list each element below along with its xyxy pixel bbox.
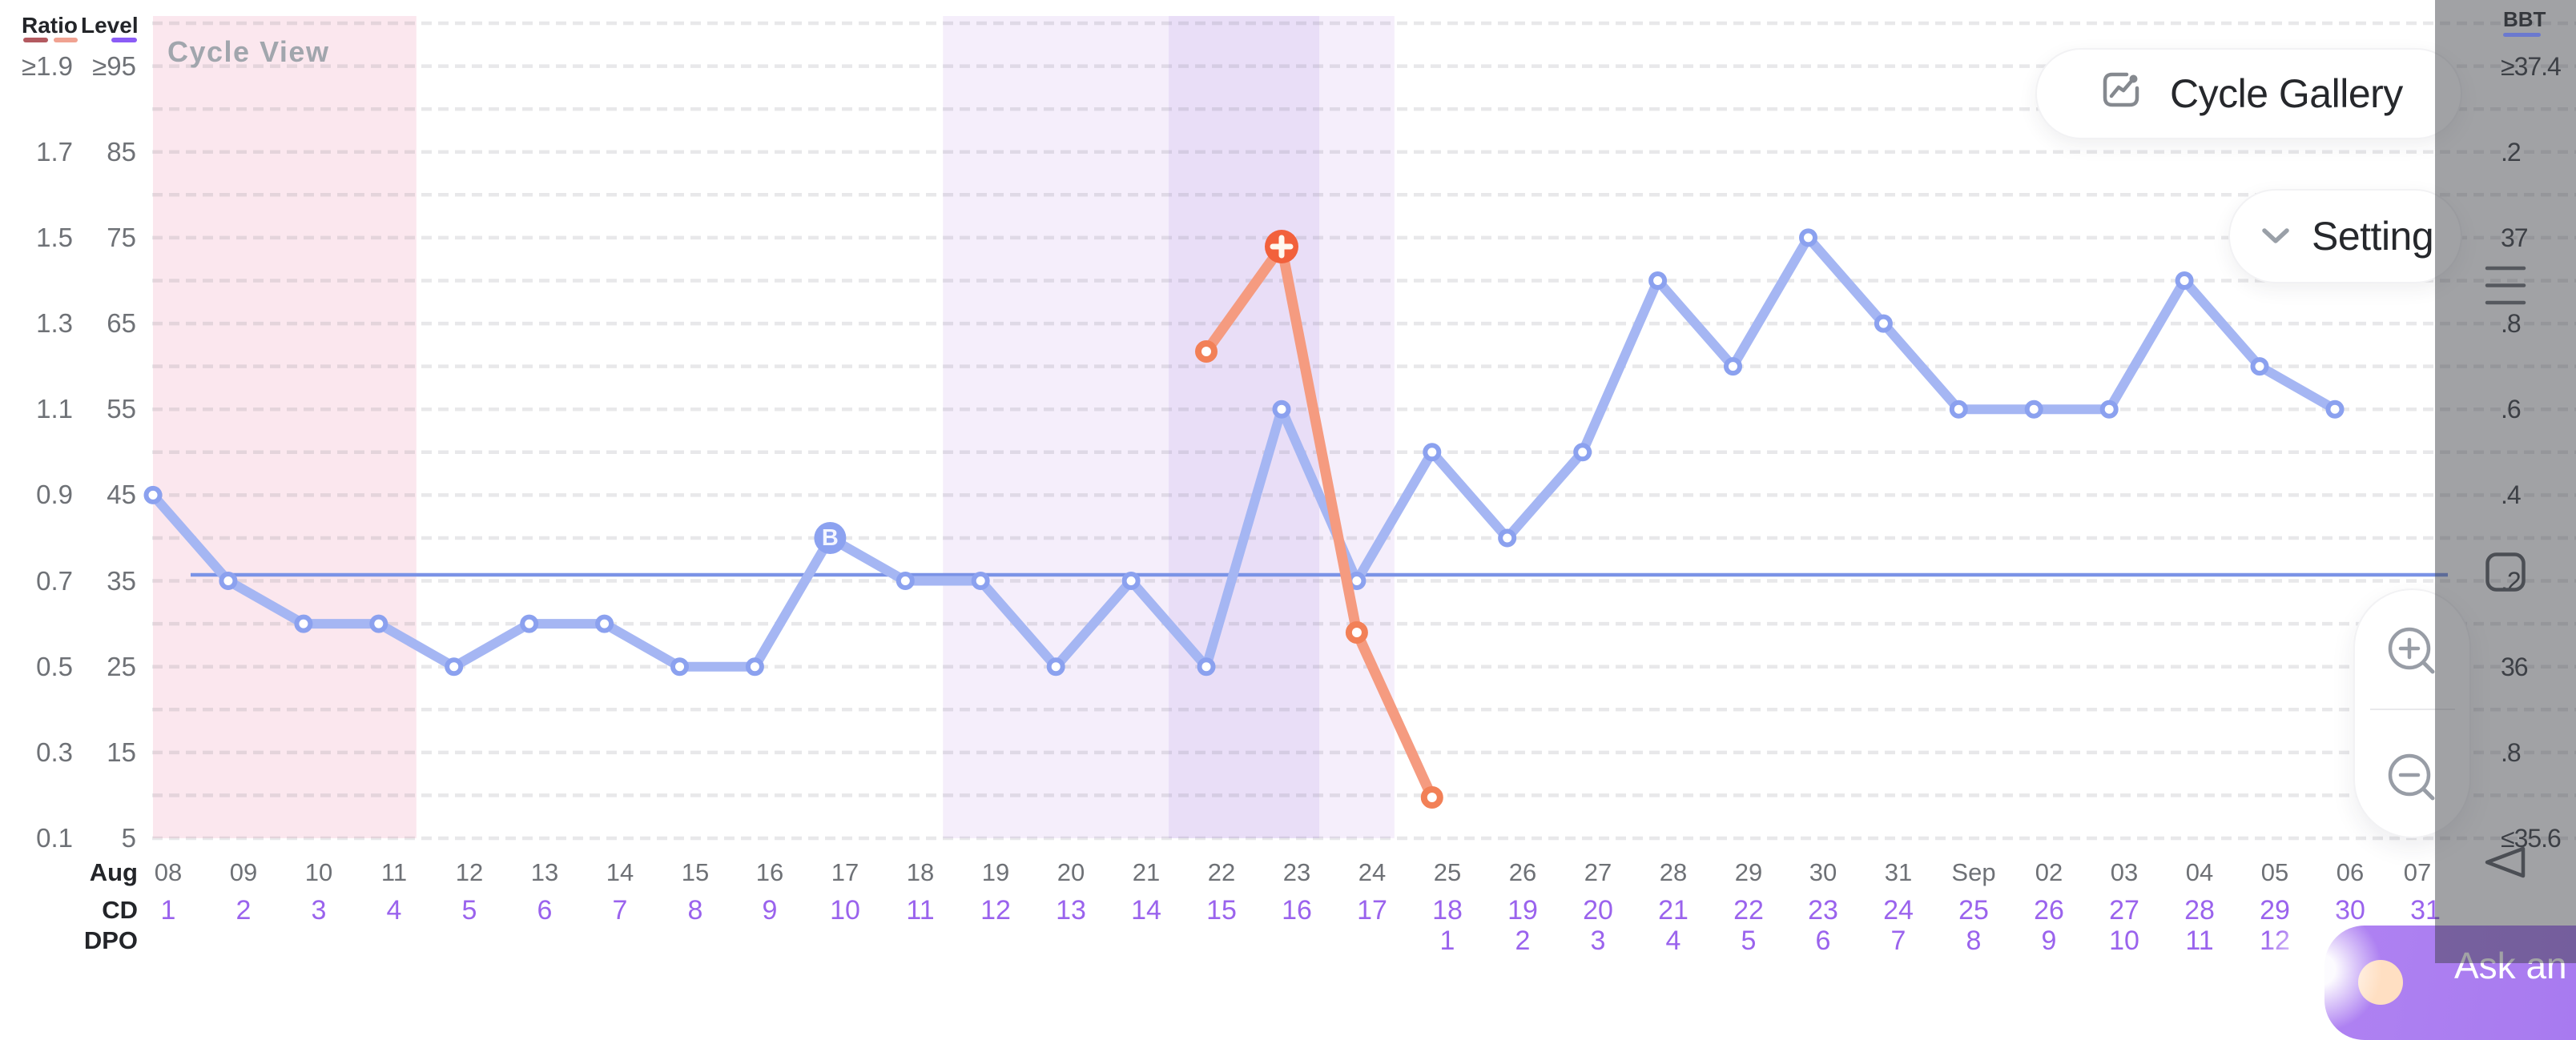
- svg-text:B: B: [822, 525, 839, 551]
